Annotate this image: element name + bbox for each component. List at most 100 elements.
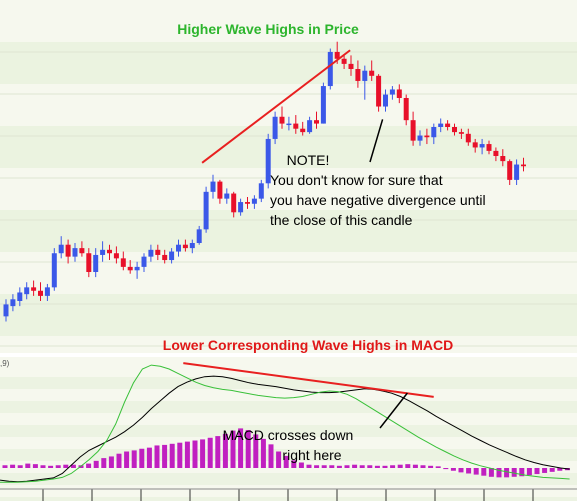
candle-body — [148, 249, 154, 257]
histogram-bar — [139, 448, 145, 468]
histogram-bar — [382, 465, 388, 468]
macd-trendline — [183, 362, 434, 398]
histogram-bar — [390, 465, 396, 468]
histogram-bar — [329, 465, 335, 468]
candle-body — [293, 123, 299, 129]
candle-body — [452, 127, 457, 133]
macd-chart-title: Lower Corresponding Wave Highs in MACD — [163, 337, 453, 353]
histogram-bar — [504, 468, 510, 478]
macd-note-line-2: right here — [282, 447, 341, 463]
histogram-bar — [291, 460, 297, 468]
macd-band — [0, 401, 577, 413]
histogram-bar — [169, 443, 175, 468]
candle-body — [514, 164, 520, 180]
note-line-3: you have negative divergence until — [270, 192, 486, 208]
candle-body — [10, 299, 16, 307]
histogram-bar — [428, 465, 434, 468]
note-line-2: You don't know for sure that — [270, 172, 443, 188]
histogram-bar — [108, 456, 114, 468]
histogram-bar — [32, 464, 38, 468]
background-band — [0, 168, 577, 210]
candle-body — [24, 287, 30, 295]
candle-body — [465, 133, 471, 143]
histogram-bar — [298, 462, 304, 468]
histogram-bar — [321, 465, 327, 468]
histogram-bar — [511, 468, 517, 477]
histogram-bar — [222, 433, 228, 468]
candle-body — [265, 138, 271, 184]
candle-body — [141, 256, 147, 267]
histogram-bar — [48, 465, 54, 468]
candle-body — [176, 244, 181, 252]
histogram-bar — [496, 468, 502, 478]
candle-body — [376, 75, 382, 107]
candle-body — [189, 243, 195, 249]
candle-body — [79, 248, 85, 254]
histogram-bar — [25, 463, 31, 468]
candle-body — [107, 249, 112, 254]
histogram-bar — [336, 465, 342, 468]
histogram-bar — [397, 464, 403, 468]
note-arrow — [369, 119, 384, 163]
histogram-bar — [10, 464, 16, 468]
histogram-bar — [260, 438, 266, 468]
candle-body — [521, 164, 526, 167]
histogram-bar — [101, 458, 107, 468]
note-line-1: NOTE! — [287, 152, 330, 168]
histogram-bar — [352, 464, 358, 468]
histogram-bar — [124, 451, 130, 468]
histogram-bar — [557, 468, 563, 471]
candle-body — [500, 156, 506, 162]
candle-body — [203, 191, 209, 230]
candle-body — [314, 120, 319, 124]
background-band — [0, 210, 577, 252]
candle-body — [327, 51, 333, 87]
histogram-bar — [473, 468, 479, 475]
histogram-bar — [154, 445, 160, 468]
candle-body — [100, 249, 106, 255]
candle-body — [224, 193, 230, 199]
candle-body — [93, 254, 99, 272]
histogram-bar — [146, 447, 152, 468]
macd-note-line-1: MACD crosses down — [223, 427, 354, 443]
histogram-bar — [17, 465, 23, 468]
candle-body — [134, 266, 140, 271]
candle-body — [286, 123, 292, 126]
candle-body — [3, 304, 9, 317]
histogram-bar — [63, 464, 69, 468]
macd-line — [0, 375, 570, 483]
candle-body — [162, 254, 168, 261]
candle-body — [486, 144, 492, 151]
histogram-bar — [245, 430, 251, 468]
histogram-bar — [116, 453, 122, 468]
histogram-bar — [215, 436, 221, 468]
candle-body — [251, 198, 257, 204]
candle-body — [348, 63, 354, 69]
histogram-bar — [230, 430, 236, 468]
histogram-bar — [435, 466, 441, 468]
candlesticks — [3, 41, 526, 322]
histogram-bar — [420, 465, 426, 468]
histogram-bar — [268, 444, 274, 468]
candle-body — [320, 86, 326, 124]
candle-body — [369, 70, 375, 76]
histogram-bar — [450, 468, 456, 471]
histogram-bar — [306, 464, 312, 468]
histogram-bar — [526, 468, 532, 476]
candle-body — [493, 150, 499, 156]
candle-body — [58, 244, 64, 254]
candle-body — [300, 128, 306, 133]
histogram-bar — [344, 465, 350, 468]
histogram-bar — [405, 464, 411, 468]
candle-body — [341, 58, 347, 64]
candle-body — [51, 253, 57, 288]
price-chart-title: Higher Wave Highs in Price — [177, 21, 359, 37]
candle-body — [472, 142, 478, 148]
histogram-bar — [542, 468, 548, 473]
candle-body — [217, 181, 223, 199]
background-band — [0, 0, 577, 42]
histogram-bar — [131, 450, 137, 468]
candle-body — [431, 127, 437, 138]
candle-body — [307, 120, 313, 133]
histogram-bar — [549, 468, 555, 472]
